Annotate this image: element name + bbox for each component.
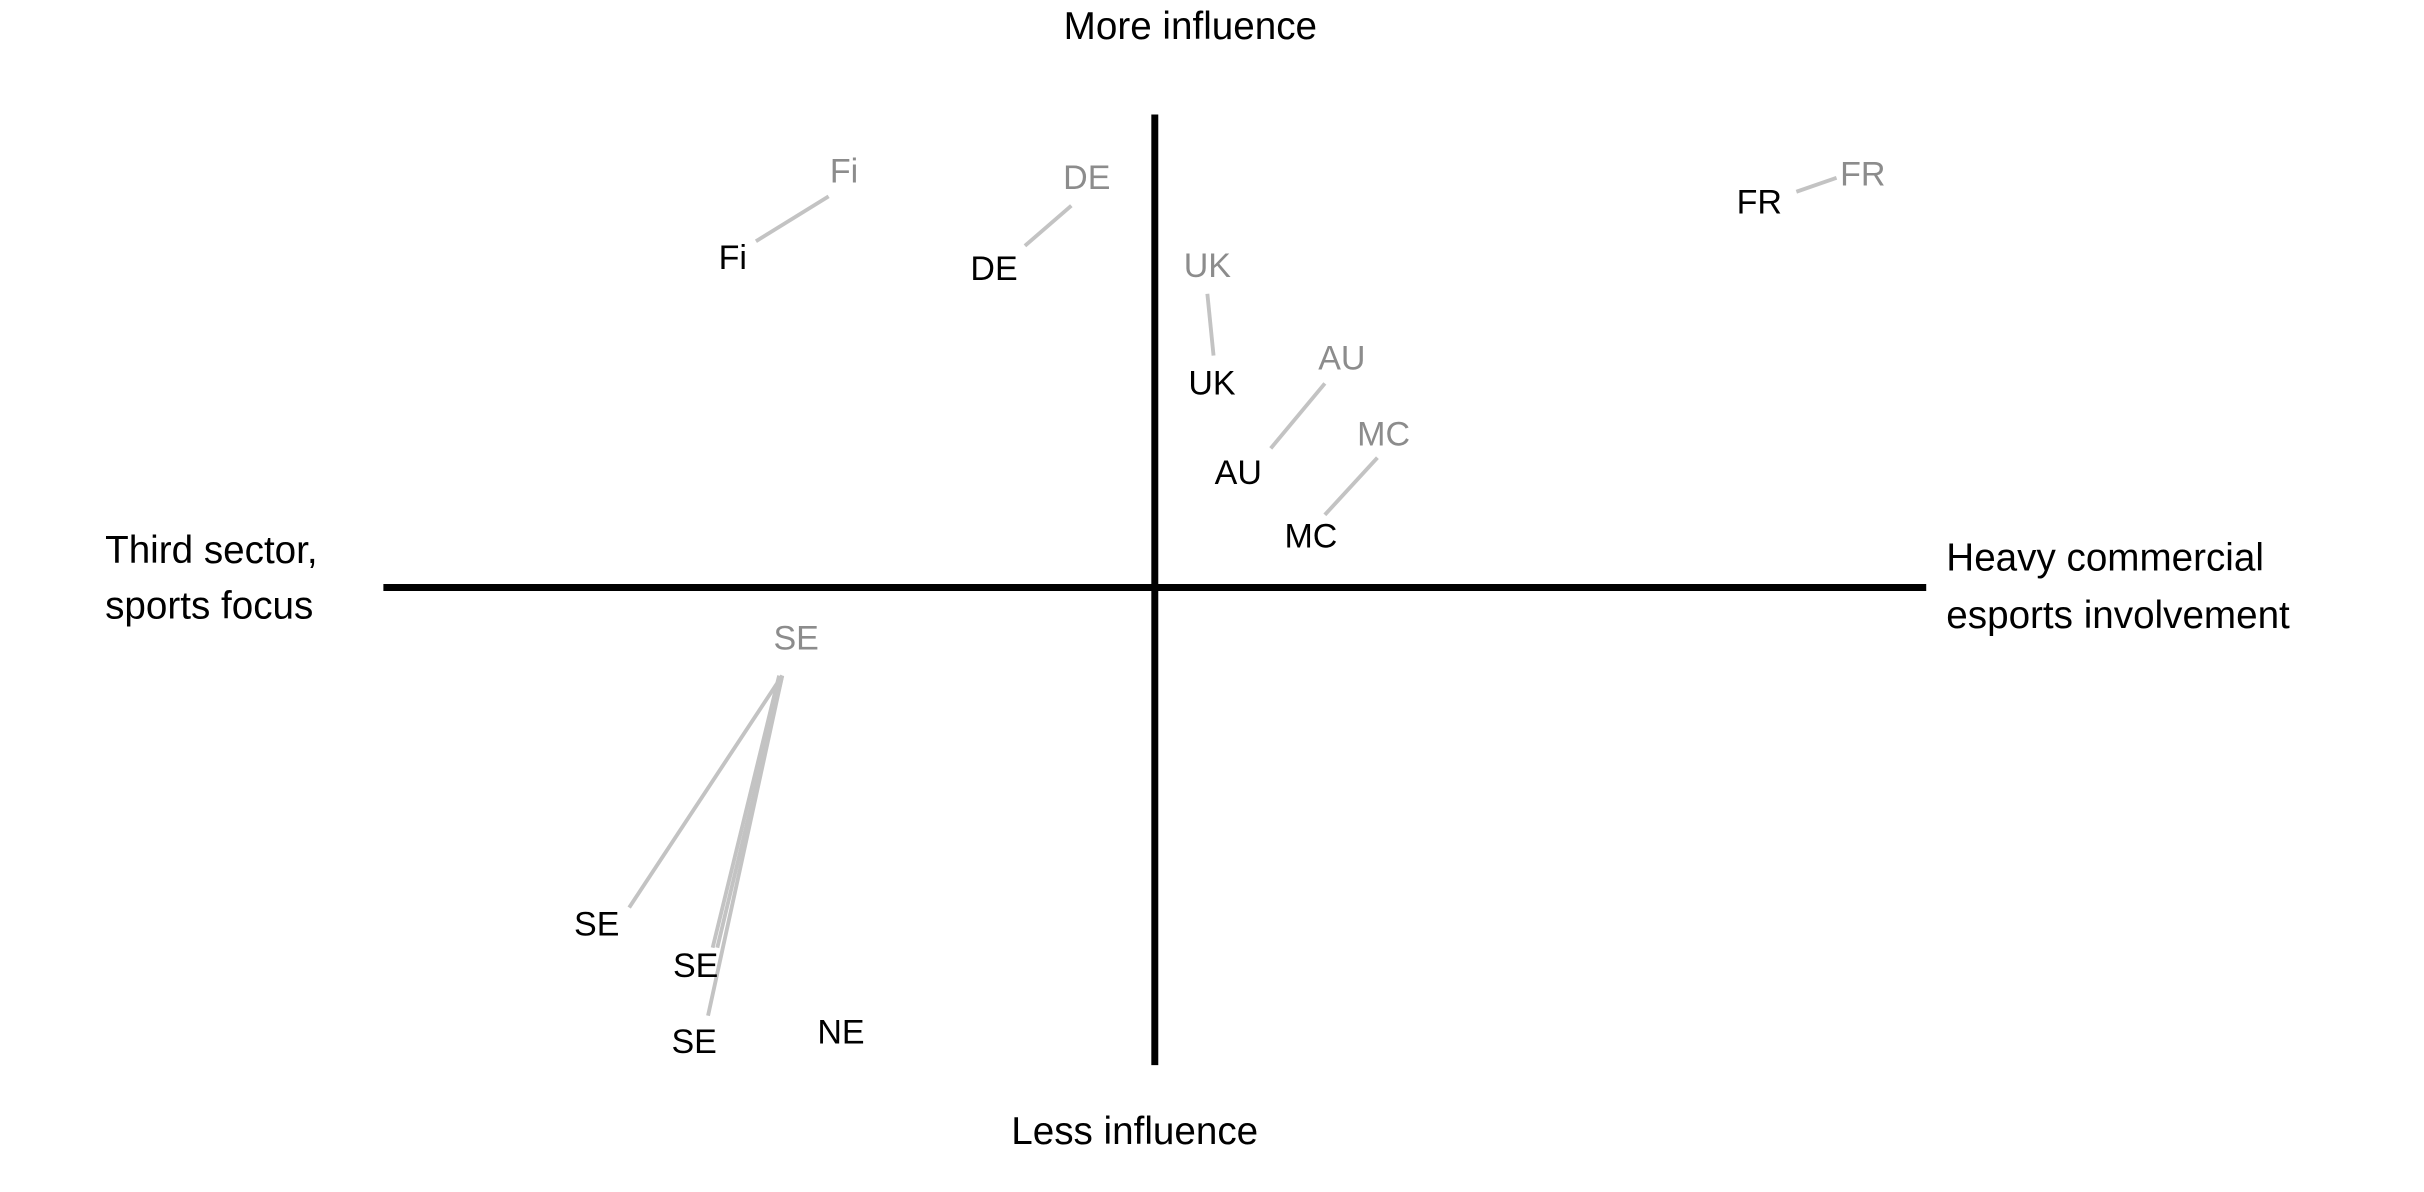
axis-bottom-label: Less influence [1011, 1110, 1258, 1153]
country-label-prior: SE [773, 620, 818, 658]
axis-right-label: esports involvement [1946, 594, 2290, 637]
connector [706, 675, 785, 1017]
connector [1323, 456, 1379, 517]
connector [1023, 204, 1073, 248]
axis-left-label: Third sector, [105, 529, 318, 572]
country-label-prior: Fi [830, 153, 858, 191]
country-labels: Fi Fi DE DE UK UK AU AU MC MC FR FR SE S… [574, 153, 1885, 1061]
country-label-prior: AU [1318, 340, 1365, 378]
country-label: Fi [719, 239, 747, 277]
country-label-prior: MC [1357, 415, 1410, 453]
country-label-prior: DE [1063, 159, 1110, 197]
country-label: SE [671, 1023, 716, 1061]
axis-left-label: sports focus [105, 585, 313, 628]
connector [627, 674, 784, 909]
connector [1205, 293, 1216, 356]
connectors [627, 176, 1838, 1017]
country-label: NE [817, 1014, 864, 1052]
country-label: UK [1188, 364, 1236, 402]
connector [710, 675, 782, 949]
country-label: SE [673, 947, 718, 985]
country-label: DE [970, 250, 1017, 288]
connector [754, 194, 830, 243]
country-label: FR [1737, 184, 1782, 222]
country-label: AU [1215, 454, 1262, 492]
axis-right-label: Heavy commercial [1946, 537, 2264, 580]
connector [1795, 176, 1838, 194]
country-label: MC [1284, 517, 1337, 555]
country-label: SE [574, 906, 619, 944]
axis-top-label: More influence [1064, 5, 1317, 48]
connector [1269, 382, 1327, 450]
country-label-prior: UK [1184, 247, 1232, 285]
country-label-prior: FR [1840, 156, 1885, 194]
